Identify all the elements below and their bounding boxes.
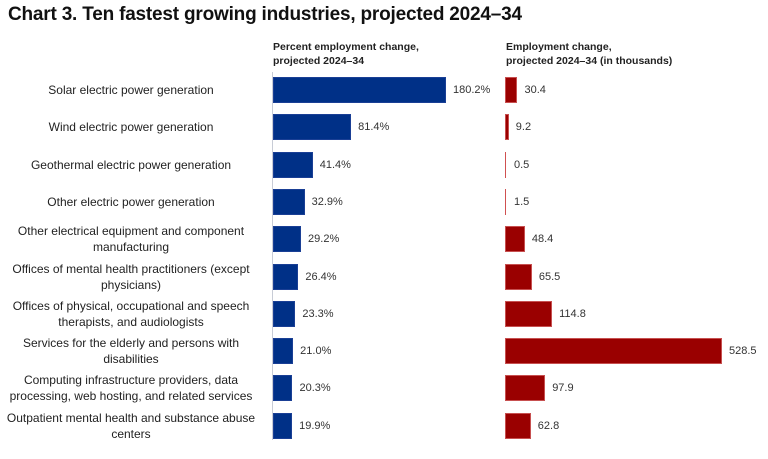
category-label: Geothermal electric power generation	[30, 157, 232, 172]
category-label: Solar electric power generation	[48, 83, 214, 97]
percent-change-value-label: 81.4%	[358, 121, 390, 134]
category-label: Wind electric power generation	[48, 120, 214, 135]
employment-change-value-label: 48.4	[531, 233, 554, 246]
category-label: Outpatient mental health and substance a…	[6, 410, 256, 441]
employment-change-value-label: 30.4	[524, 84, 546, 96]
chart-title: Chart 3. Ten fastest growing industries,…	[8, 4, 522, 25]
percent-change-bar	[273, 114, 352, 141]
percent-change-bar	[273, 226, 302, 253]
percent-change-value-label: 26.4%	[305, 270, 337, 283]
percent-change-bar	[273, 375, 293, 402]
employment-change-header: Employment change, projected 2024–34 (in…	[506, 40, 766, 68]
percent-header-line-2: projected 2024–34	[273, 55, 365, 67]
employment-change-bar	[505, 263, 532, 290]
employment-change-value-label: 528.5	[729, 345, 757, 358]
employment-change-bar	[505, 151, 507, 178]
category-label: Offices of physical, occupational and sp…	[12, 298, 250, 329]
employment-change-value-label: 0.5	[514, 158, 530, 171]
percent-change-bar	[273, 412, 293, 439]
percent-change-bar	[273, 151, 313, 178]
employment-change-bar	[505, 338, 722, 365]
employment-header-line-1: Employment change,	[506, 41, 612, 53]
employment-change-bar	[505, 300, 553, 327]
employment-change-value-label: 65.5	[538, 270, 561, 283]
employment-change-bar	[505, 412, 531, 439]
category-label: Offices of mental health practitioners (…	[12, 261, 250, 292]
percent-change-header: Percent employment change, projected 202…	[273, 40, 493, 68]
percent-change-bar	[273, 338, 294, 365]
category-label: Other electrical equipment and component…	[17, 224, 245, 255]
category-label: Services for the elderly and persons wit…	[22, 336, 240, 367]
percent-change-value-label: 21.0%	[300, 345, 332, 358]
employment-change-value-label: 9.2	[515, 121, 532, 134]
percent-change-value-label: 29.2%	[308, 233, 340, 246]
employment-change-bar	[505, 226, 525, 253]
employment-change-bar	[505, 188, 507, 215]
category-label: Other electric power generation	[47, 194, 215, 209]
employment-change-value-label: 1.5	[514, 195, 530, 208]
employment-change-value-label: 114.8	[559, 307, 586, 320]
percent-change-value-label: 32.9%	[311, 195, 343, 208]
percent-change-bar	[273, 300, 296, 327]
employment-change-value-label: 62.8	[537, 419, 560, 432]
percent-change-value-label: 19.9%	[299, 419, 331, 432]
percent-change-bar	[273, 188, 305, 215]
percent-change-value-label: 23.3%	[302, 307, 334, 320]
percent-header-line-1: Percent employment change,	[273, 41, 419, 53]
percent-change-value-label: 180.2%	[453, 84, 491, 96]
employment-change-value-label: 97.9	[552, 382, 574, 395]
percent-change-bar	[273, 263, 299, 290]
category-axis-line	[272, 72, 273, 440]
category-label: Computing infrastructure providers, data…	[9, 373, 253, 404]
percent-change-value-label: 20.3%	[299, 382, 331, 395]
percent-change-bar	[273, 77, 446, 103]
employment-header-line-2: projected 2024–34 (in thousands)	[506, 55, 673, 67]
percent-change-value-label: 41.4%	[319, 158, 351, 171]
employment-change-bar	[505, 375, 546, 402]
employment-change-bar	[505, 77, 518, 103]
employment-change-bar	[505, 114, 509, 141]
